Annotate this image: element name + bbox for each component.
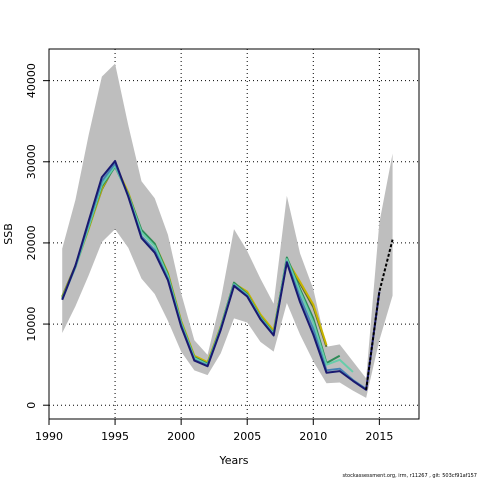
y-tick-label: 40000	[25, 63, 38, 98]
x-tick-label: 2015	[365, 430, 393, 443]
y-tick-label: 0	[25, 402, 38, 409]
y-tick-label: 30000	[25, 144, 38, 179]
confidence-band-area	[62, 63, 393, 398]
x-tick-label: 1995	[101, 430, 129, 443]
x-axis: 1990 1995 2000 2005 2010 2015	[35, 419, 393, 443]
x-axis-title: Years	[218, 454, 248, 467]
series-line-6	[61, 159, 381, 391]
x-tick-label: 2010	[299, 430, 327, 443]
x-tick-label: 2005	[233, 430, 261, 443]
x-tick-label: 2000	[167, 430, 195, 443]
x-tick-label: 1990	[35, 430, 63, 443]
footer-credit: stockassessment.org, irm, r11267 , git: …	[342, 473, 477, 479]
confidence-band	[62, 63, 393, 398]
y-axis-title: SSB	[2, 223, 15, 245]
plot-frame	[48, 48, 420, 420]
y-axis: 0 10000 20000 30000 40000	[25, 63, 49, 409]
y-tick-label: 20000	[25, 225, 38, 260]
series-lines	[61, 159, 394, 391]
y-tick-label: 10000	[25, 307, 38, 342]
